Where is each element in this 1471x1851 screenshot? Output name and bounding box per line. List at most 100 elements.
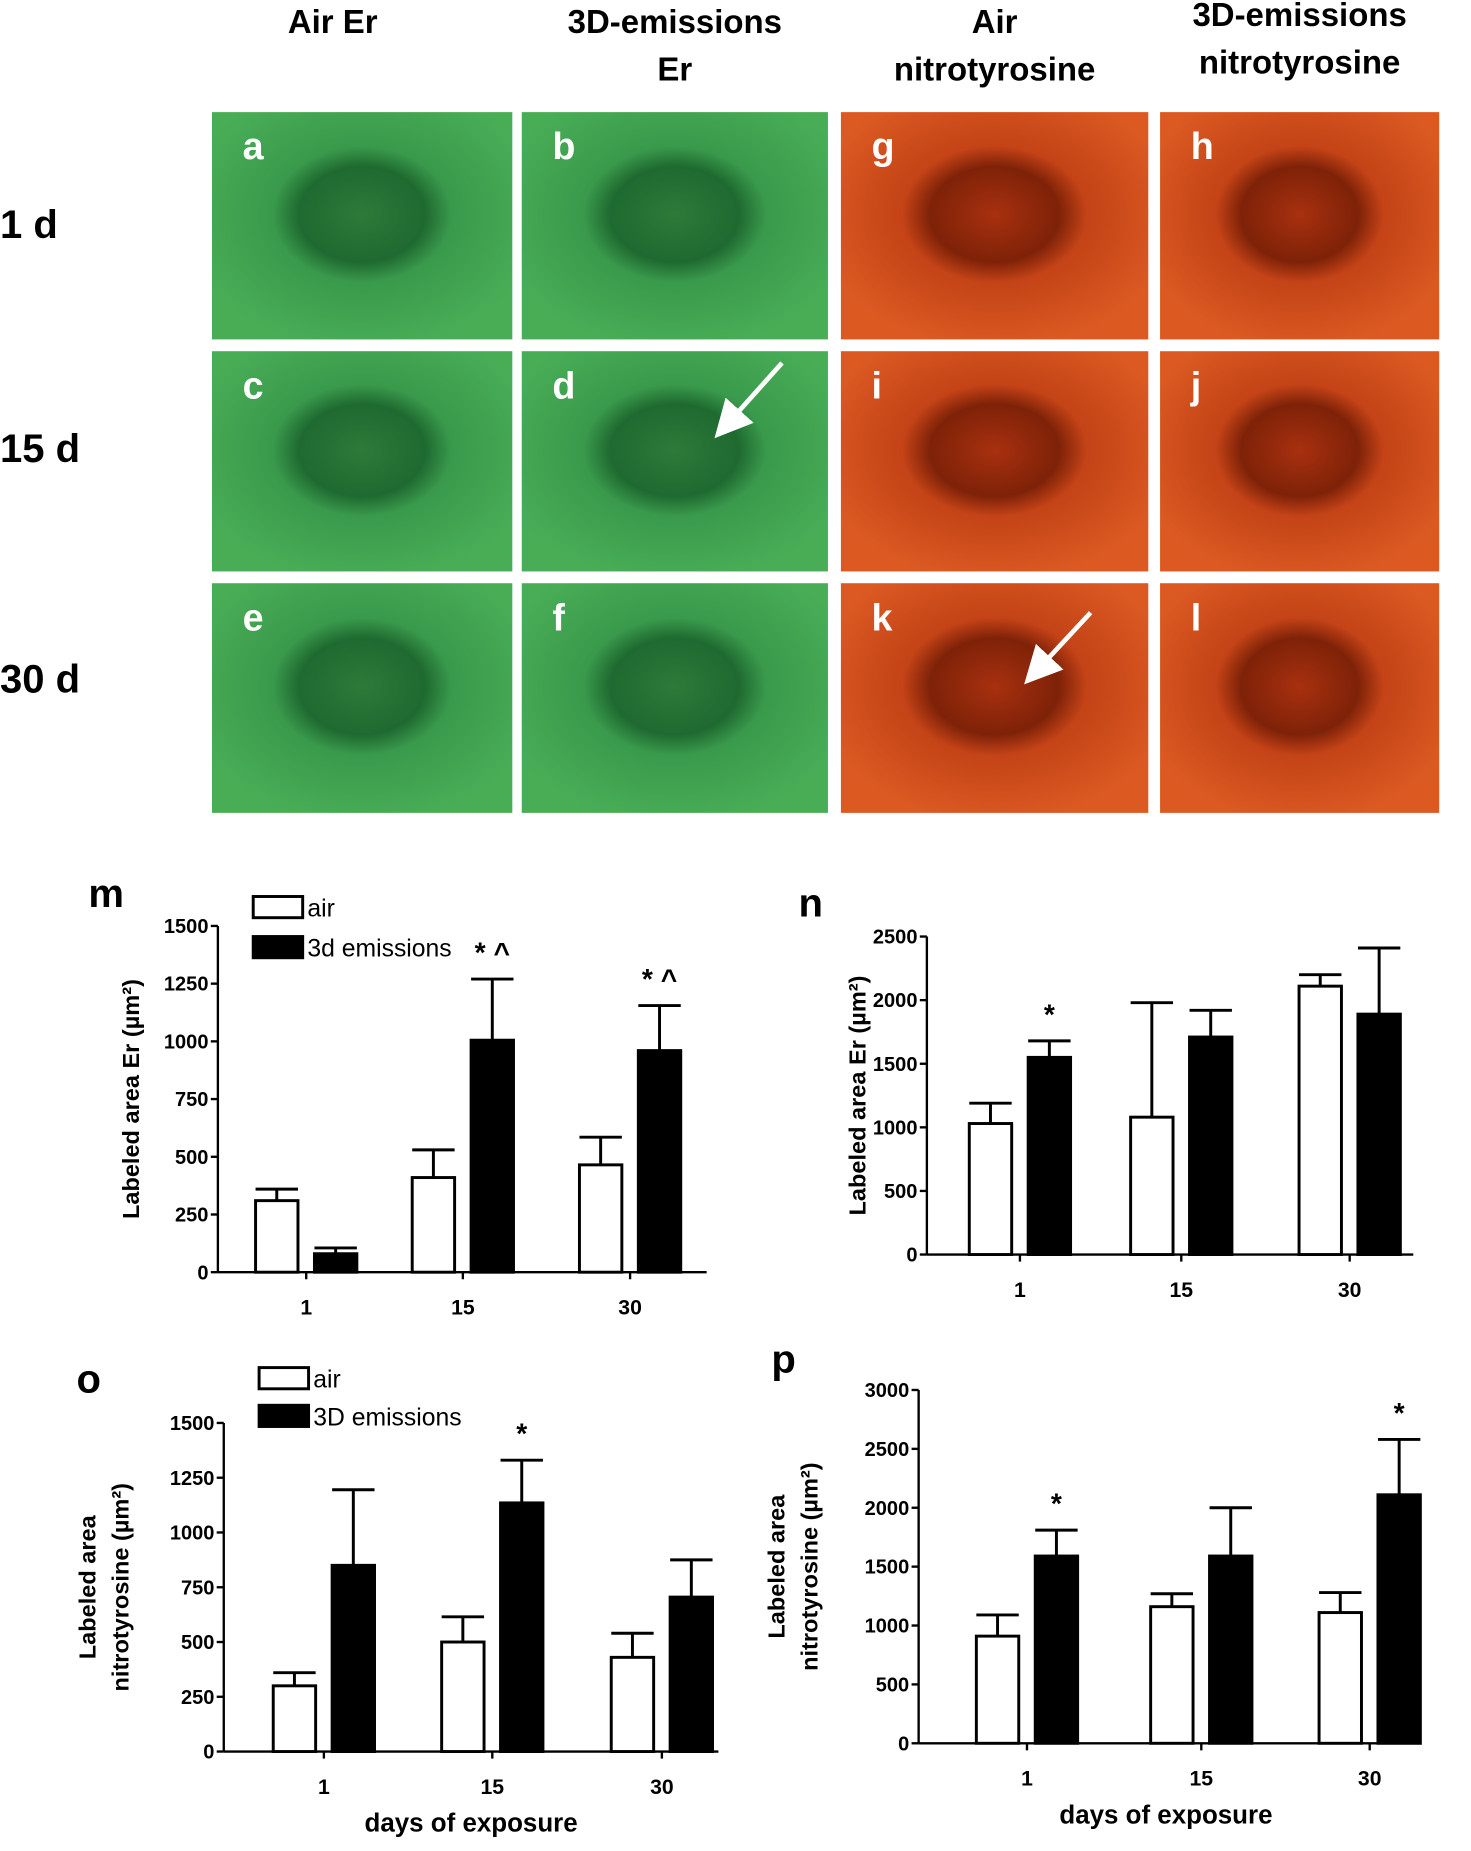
micrograph	[840, 112, 1149, 340]
bar	[1317, 1611, 1363, 1745]
micrograph	[1160, 583, 1440, 813]
micrograph	[840, 583, 1149, 813]
error-bar	[1319, 1591, 1362, 1613]
column-header: Er	[657, 50, 692, 87]
column-header: Air Er	[288, 3, 378, 40]
y-tick-label: 250	[181, 1687, 214, 1709]
y-tick-label: 500	[884, 1181, 917, 1203]
micrograph	[521, 583, 828, 813]
x-tick-label: 1	[1021, 1768, 1033, 1791]
y-tick-label: 1000	[873, 1117, 918, 1139]
panel-letter: h	[1191, 125, 1214, 167]
x-tick-label: 30	[1358, 1768, 1382, 1791]
x-tick-label: 1	[318, 1776, 330, 1799]
y-tick-label: 2500	[865, 1439, 910, 1461]
y-axis-label: Labeled area Er (µm²)	[845, 976, 871, 1216]
x-tick-label: 30	[618, 1297, 642, 1320]
legend-label: 3D emissions	[313, 1404, 461, 1431]
micrograph	[211, 351, 513, 572]
legend-swatch	[257, 1403, 311, 1428]
y-tick-label: 2000	[865, 1498, 910, 1520]
error-bar	[255, 1187, 298, 1201]
error-bar	[1357, 946, 1401, 1015]
bar	[312, 1252, 359, 1274]
y-tick-label: 0	[898, 1733, 909, 1755]
x-tick-label: 15	[1169, 1279, 1193, 1302]
x-tick-label: 15	[1190, 1768, 1214, 1791]
row-label: 1 d	[0, 203, 58, 247]
micrograph	[211, 583, 513, 813]
micrograph	[1160, 351, 1440, 572]
y-axis-label: Labeled area	[74, 1514, 100, 1659]
panel-label: p	[771, 1337, 795, 1381]
bar	[410, 1176, 457, 1274]
error-bar	[1209, 1506, 1252, 1557]
bar	[271, 1684, 318, 1754]
error-bar	[969, 1101, 1012, 1124]
bar	[967, 1122, 1014, 1257]
bar	[440, 1640, 486, 1754]
y-axis-label: nitrotyrosine (µm²)	[107, 1483, 133, 1691]
error-bar	[611, 1631, 654, 1658]
y-tick-label: 0	[197, 1262, 208, 1284]
x-tick-label: 30	[1338, 1279, 1362, 1302]
y-tick-label: 1250	[164, 974, 209, 996]
y-tick-label: 2500	[873, 927, 918, 949]
y-tick-label: 1500	[865, 1557, 910, 1579]
panel-letter: e	[243, 596, 264, 638]
annotation: *	[516, 1418, 527, 1450]
error-bar	[500, 1458, 543, 1503]
panel-letter: b	[552, 125, 575, 167]
y-tick-label: 1500	[164, 916, 209, 938]
bar	[499, 1501, 545, 1754]
bar	[668, 1595, 715, 1754]
x-tick-label: 15	[481, 1776, 505, 1799]
bar	[1208, 1554, 1254, 1745]
y-tick-label: 1500	[170, 1413, 215, 1435]
panel-letter: d	[552, 364, 575, 406]
panel-letter: i	[872, 364, 882, 406]
error-bar	[332, 1488, 375, 1566]
annotation: * ^	[475, 937, 510, 969]
panel-letter: l	[1191, 596, 1201, 638]
arrow	[1024, 611, 1093, 685]
y-tick-label: 2000	[873, 990, 918, 1012]
bar	[577, 1163, 624, 1274]
column-header: nitrotyrosine	[894, 50, 1096, 87]
y-tick-label: 750	[175, 1089, 208, 1111]
column-header: Air	[972, 3, 1018, 40]
x-axis-label: days of exposure	[1059, 1801, 1272, 1829]
bar	[609, 1655, 656, 1754]
x-tick-label: 15	[451, 1297, 475, 1320]
bar	[469, 1038, 515, 1274]
micrograph	[1160, 112, 1440, 340]
error-bar	[273, 1671, 316, 1686]
x-tick-label: 1	[300, 1297, 312, 1320]
bar	[1026, 1055, 1073, 1257]
annotation: *	[1051, 1488, 1062, 1520]
y-axis-label: Labeled area	[763, 1494, 789, 1639]
row-label: 30 d	[0, 658, 80, 702]
error-bar	[1377, 1437, 1421, 1495]
panel-letter: f	[552, 596, 565, 638]
row-label: 15 d	[0, 427, 80, 471]
annotation: *	[1394, 1397, 1405, 1429]
panel-letter: a	[243, 125, 265, 167]
bar	[974, 1634, 1021, 1745]
bar	[1129, 1115, 1175, 1257]
legend-label: air	[313, 1367, 340, 1394]
y-tick-label: 0	[203, 1742, 214, 1764]
y-tick-label: 500	[181, 1632, 214, 1654]
column-header: nitrotyrosine	[1199, 43, 1401, 80]
error-bar	[638, 1004, 681, 1051]
x-axis-label: days of exposure	[365, 1810, 578, 1838]
column-header: 3D-emissions	[1192, 0, 1406, 33]
bar	[1376, 1493, 1422, 1745]
error-bar	[1130, 1001, 1174, 1118]
error-bar	[471, 977, 514, 1041]
bar	[330, 1563, 376, 1754]
error-bar	[1150, 1592, 1194, 1607]
y-tick-label: 1000	[170, 1523, 215, 1545]
bar	[1149, 1605, 1195, 1745]
